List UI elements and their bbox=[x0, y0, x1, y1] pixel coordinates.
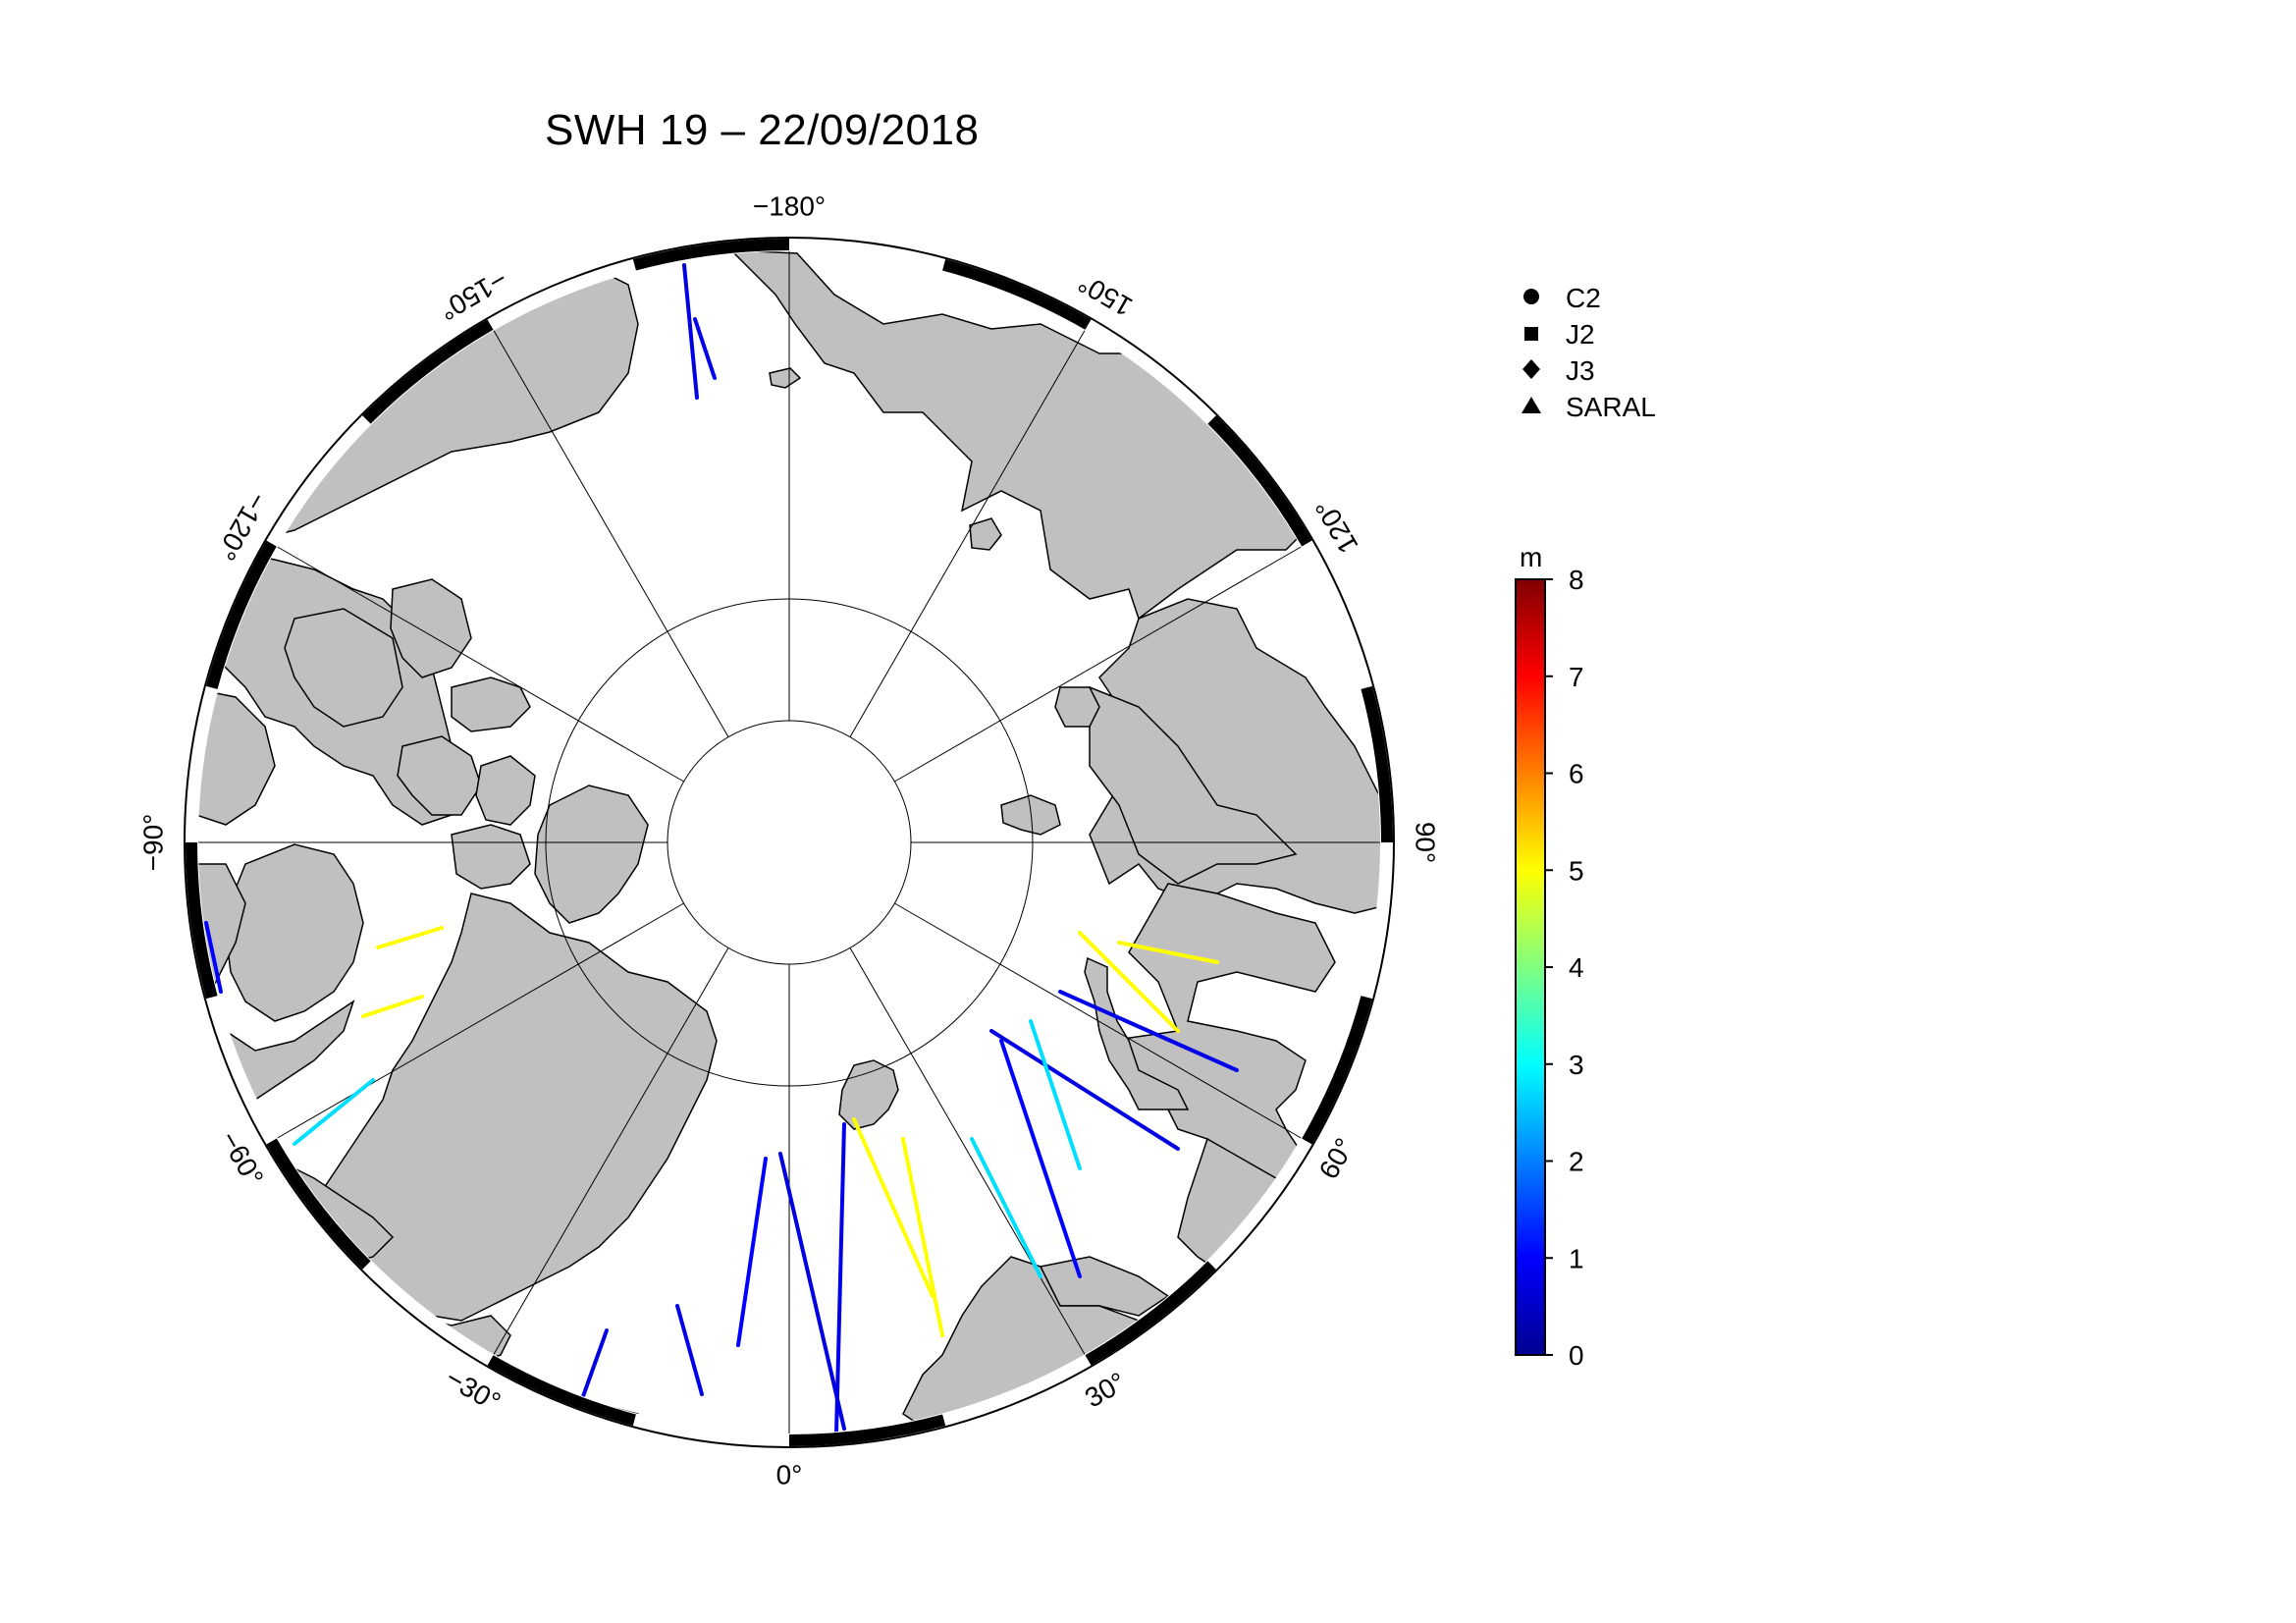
graticule bbox=[198, 251, 1380, 1434]
longitude-label: 60° bbox=[1313, 1133, 1361, 1184]
land-islands-cluster-2 bbox=[475, 755, 536, 826]
land-nsi bbox=[969, 517, 1002, 551]
meridian-line bbox=[493, 330, 729, 737]
track-segment bbox=[1078, 931, 1180, 1033]
frame-segment bbox=[205, 540, 277, 689]
track-segment bbox=[778, 1152, 846, 1431]
colorbar-ticks: 0 1 2 3 4 5 6 7 8 bbox=[1545, 565, 1584, 1371]
colorbar-gradient bbox=[1515, 578, 1546, 1356]
frame-segment bbox=[487, 1355, 636, 1427]
land-islands-cluster-1 bbox=[397, 735, 482, 816]
colorbar-tick-label: 2 bbox=[1569, 1147, 1584, 1177]
legend-label: J2 bbox=[1566, 319, 1595, 350]
meridian-line bbox=[894, 902, 1302, 1139]
frame-segment bbox=[1361, 685, 1393, 843]
frame-segment bbox=[266, 1138, 371, 1270]
track-segment bbox=[999, 1039, 1082, 1278]
longitude-label: −180° bbox=[753, 190, 826, 221]
colorbar-tick-label: 6 bbox=[1569, 759, 1584, 789]
legend-item-c2: C2 bbox=[1523, 283, 1601, 313]
meridian-line bbox=[849, 330, 1086, 737]
meridian-line bbox=[849, 947, 1086, 1355]
track-segment bbox=[675, 1304, 704, 1396]
meridian-line bbox=[894, 546, 1302, 783]
satellite-legend: C2 J2 J3 SARAL bbox=[1522, 283, 1656, 422]
track-segment bbox=[736, 1157, 768, 1347]
meridian-line bbox=[493, 947, 729, 1355]
altimetry-tracks bbox=[204, 263, 1239, 1434]
colorbar: m 0 1 2 3 4 5 6 7 8 bbox=[1515, 542, 1584, 1371]
colorbar-unit: m bbox=[1520, 542, 1542, 572]
longitude-label: −90° bbox=[137, 814, 168, 872]
legend-item-j3: J3 bbox=[1522, 355, 1595, 386]
colorbar-tick-label: 8 bbox=[1569, 565, 1584, 595]
track-segment bbox=[204, 921, 223, 994]
land-melville-island bbox=[451, 676, 531, 732]
track-segment bbox=[580, 1328, 609, 1401]
diamond-marker-icon bbox=[1522, 359, 1540, 379]
track-segment bbox=[293, 1078, 375, 1146]
colorbar-tick-label: 1 bbox=[1569, 1243, 1584, 1273]
track-segment bbox=[834, 1122, 846, 1434]
track-segment bbox=[376, 926, 444, 949]
track-segment bbox=[901, 1137, 944, 1337]
legend-label: J3 bbox=[1566, 355, 1595, 386]
land-siberia-east bbox=[729, 251, 1316, 621]
frame-segment bbox=[942, 258, 1092, 330]
longitude-label: 0° bbox=[776, 1459, 803, 1489]
square-marker-icon bbox=[1524, 327, 1538, 341]
longitude-label: 30° bbox=[1080, 1367, 1131, 1414]
track-segment bbox=[682, 263, 699, 400]
land-ellesmere bbox=[534, 784, 649, 924]
land-banks-island bbox=[390, 578, 472, 678]
frame-segment bbox=[788, 1414, 946, 1446]
track-segment bbox=[361, 995, 424, 1018]
land-severnaya bbox=[1054, 686, 1100, 728]
triangle-marker-icon bbox=[1522, 397, 1541, 413]
colorbar-tick-label: 0 bbox=[1569, 1340, 1584, 1371]
frame-segment bbox=[186, 841, 218, 1000]
meridian-line bbox=[277, 902, 684, 1139]
frame-segment bbox=[1207, 415, 1312, 547]
track-segment bbox=[1058, 990, 1239, 1072]
legend-item-saral: SARAL bbox=[1522, 392, 1656, 422]
frame-segment bbox=[362, 319, 494, 424]
track-segment bbox=[1029, 1019, 1082, 1170]
colorbar-tick-label: 3 bbox=[1569, 1050, 1584, 1080]
legend-item-j2: J2 bbox=[1524, 319, 1595, 350]
legend-label: SARAL bbox=[1566, 392, 1656, 422]
colorbar-tick-label: 4 bbox=[1569, 952, 1584, 983]
track-segment bbox=[852, 1117, 934, 1298]
land-greenland bbox=[313, 893, 718, 1322]
longitude-label: 90° bbox=[1411, 822, 1441, 863]
land-taymyr bbox=[1089, 685, 1298, 885]
frame-segment bbox=[632, 239, 790, 271]
land-victoria-island bbox=[284, 608, 403, 728]
circle-marker-icon bbox=[1523, 289, 1539, 304]
track-segment bbox=[693, 317, 717, 380]
frame-segment bbox=[1085, 1261, 1216, 1366]
legend-label: C2 bbox=[1566, 283, 1601, 313]
track-segment bbox=[970, 1137, 1042, 1278]
track-segment bbox=[1117, 941, 1219, 964]
colorbar-tick-label: 5 bbox=[1569, 855, 1584, 886]
meridian-line bbox=[277, 546, 684, 783]
frame-segment bbox=[1302, 996, 1373, 1145]
map-title: SWH 19 – 22/09/2018 bbox=[545, 106, 980, 154]
colorbar-tick-label: 7 bbox=[1569, 662, 1584, 692]
land-devon bbox=[451, 824, 531, 890]
land-wrangel bbox=[769, 367, 802, 389]
track-segment bbox=[989, 1029, 1180, 1151]
